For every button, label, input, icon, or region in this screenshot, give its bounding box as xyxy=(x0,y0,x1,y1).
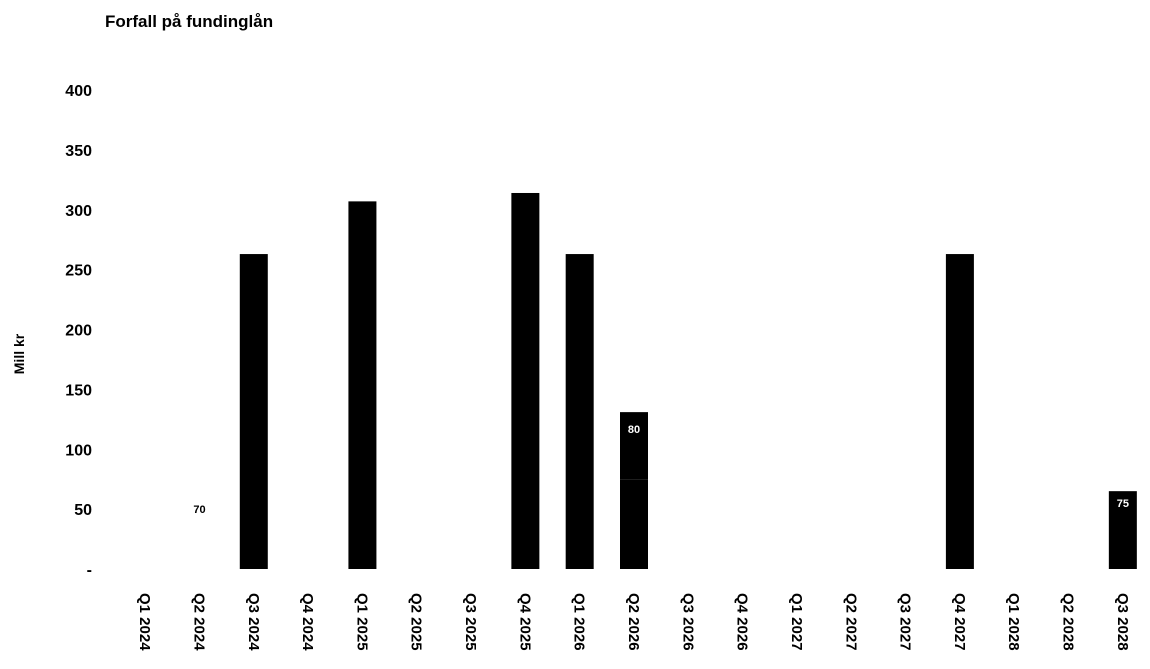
chart-title: Forfall på fundinglån xyxy=(105,12,273,31)
y-tick-label: 300 xyxy=(65,203,92,220)
x-axis-ticks: Q1 2024 Q2 2024 Q3 2024 Q4 2024 Q1 2025 Q2 20… xyxy=(136,593,1131,651)
data-label: 70 xyxy=(193,504,205,516)
x-tick-label: Q4 2027 xyxy=(951,593,968,651)
x-tick-label: Q3 2027 xyxy=(897,593,914,651)
y-tick-label: 100 xyxy=(65,442,92,459)
data-label: 75 xyxy=(1117,498,1129,510)
x-tick-label: Q4 2025 xyxy=(516,593,533,651)
x-tick-label: Q2 2024 xyxy=(190,593,207,651)
x-tick-label: Q1 2025 xyxy=(353,593,370,651)
x-tick-label: Q2 2026 xyxy=(625,593,642,651)
x-tick-label: Q2 2027 xyxy=(842,593,859,651)
bar-q1-2025-series-1 xyxy=(348,201,377,569)
x-tick-label: Q1 2026 xyxy=(571,593,588,651)
y-tick-label: 250 xyxy=(65,263,92,280)
y-axis-label: Mill kr xyxy=(11,333,27,374)
y-tick-label: 350 xyxy=(65,143,92,160)
bars xyxy=(239,192,1137,570)
bar-q4-2025-series-1 xyxy=(511,192,540,570)
y-axis-ticks: - 50 100 150 200 250 300 350 400 xyxy=(65,83,92,579)
data-label: 75 xyxy=(628,498,640,510)
y-tick-label: 150 xyxy=(65,382,92,399)
x-tick-label: Q1 2028 xyxy=(1005,593,1022,651)
x-tick-label: Q3 2028 xyxy=(1114,593,1131,651)
y-tick-label: 200 xyxy=(65,323,92,340)
x-tick-label: Q3 2026 xyxy=(679,593,696,651)
bar-q1-2026-series-1 xyxy=(565,254,594,569)
y-tick-label: - xyxy=(87,562,92,579)
data-labels: 70 80 75 75 xyxy=(193,424,1129,516)
x-tick-label: Q1 2027 xyxy=(788,593,805,651)
bar-q4-2027-series-1 xyxy=(945,254,974,569)
y-tick-label: 400 xyxy=(65,83,92,100)
data-label: 80 xyxy=(628,424,640,436)
x-tick-label: Q3 2024 xyxy=(245,593,262,651)
x-tick-label: Q4 2026 xyxy=(734,593,751,651)
x-tick-label: Q1 2024 xyxy=(136,593,153,651)
x-tick-label: Q2 2028 xyxy=(1060,593,1077,651)
x-tick-label: Q3 2025 xyxy=(462,593,479,651)
y-tick-label: 50 xyxy=(74,502,92,519)
bar-q2-2026-series-2 xyxy=(620,412,648,480)
bar-q3-2024-series-1 xyxy=(239,254,268,569)
bar-q2-2026-series-1 xyxy=(620,479,648,569)
bar-q3-2028-series-2 xyxy=(1108,491,1137,569)
x-tick-label: Q4 2024 xyxy=(299,593,316,651)
x-tick-label: Q2 2025 xyxy=(408,593,425,651)
